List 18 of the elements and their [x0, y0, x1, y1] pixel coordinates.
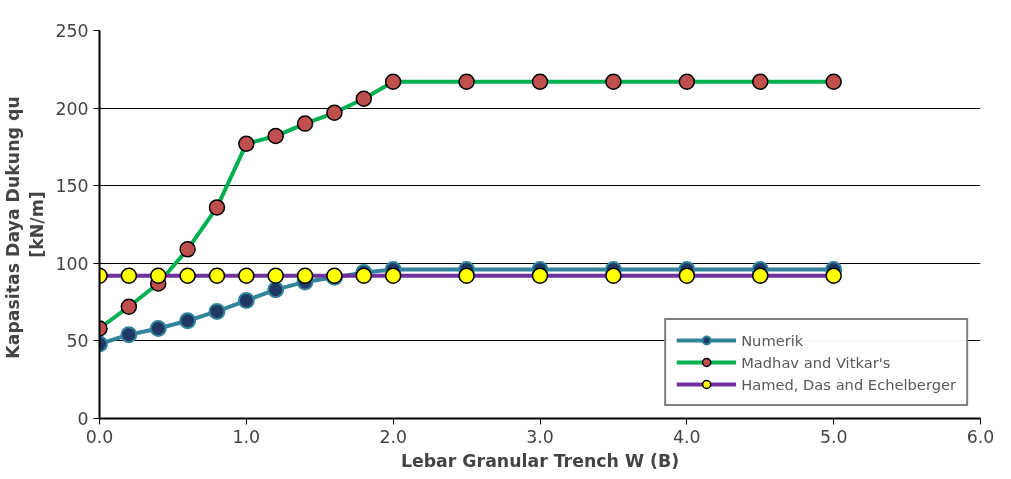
x-tick-label: 0.0: [85, 426, 114, 447]
legend-label: Hamed, Das and Echelberger: [741, 375, 956, 393]
y-axis-title: Kapasitas Daya Dukung qu [kN/m]: [3, 96, 48, 359]
y-tick-label: 100: [55, 253, 89, 274]
y-tick-label: 150: [55, 176, 89, 197]
y-tick-label: 250: [55, 21, 89, 41]
x-tick-label: 4.0: [673, 426, 701, 447]
x-tick-label: 2.0: [379, 426, 407, 447]
x-axis-title: Lebar Granular Trench W (B): [400, 450, 680, 471]
legend-label: Numerik: [741, 331, 804, 349]
y-tick-label: 200: [55, 98, 89, 119]
legend-label: Madhav and Vitkar's: [741, 353, 891, 371]
y-tick-label: 0: [77, 409, 89, 429]
x-tick-label: 6.0: [966, 426, 995, 447]
y-tick-label: 50: [66, 331, 89, 352]
x-tick-label: 1.0: [232, 426, 261, 447]
x-tick-label: 5.0: [819, 426, 848, 447]
x-tick-label: 3.0: [526, 426, 554, 447]
